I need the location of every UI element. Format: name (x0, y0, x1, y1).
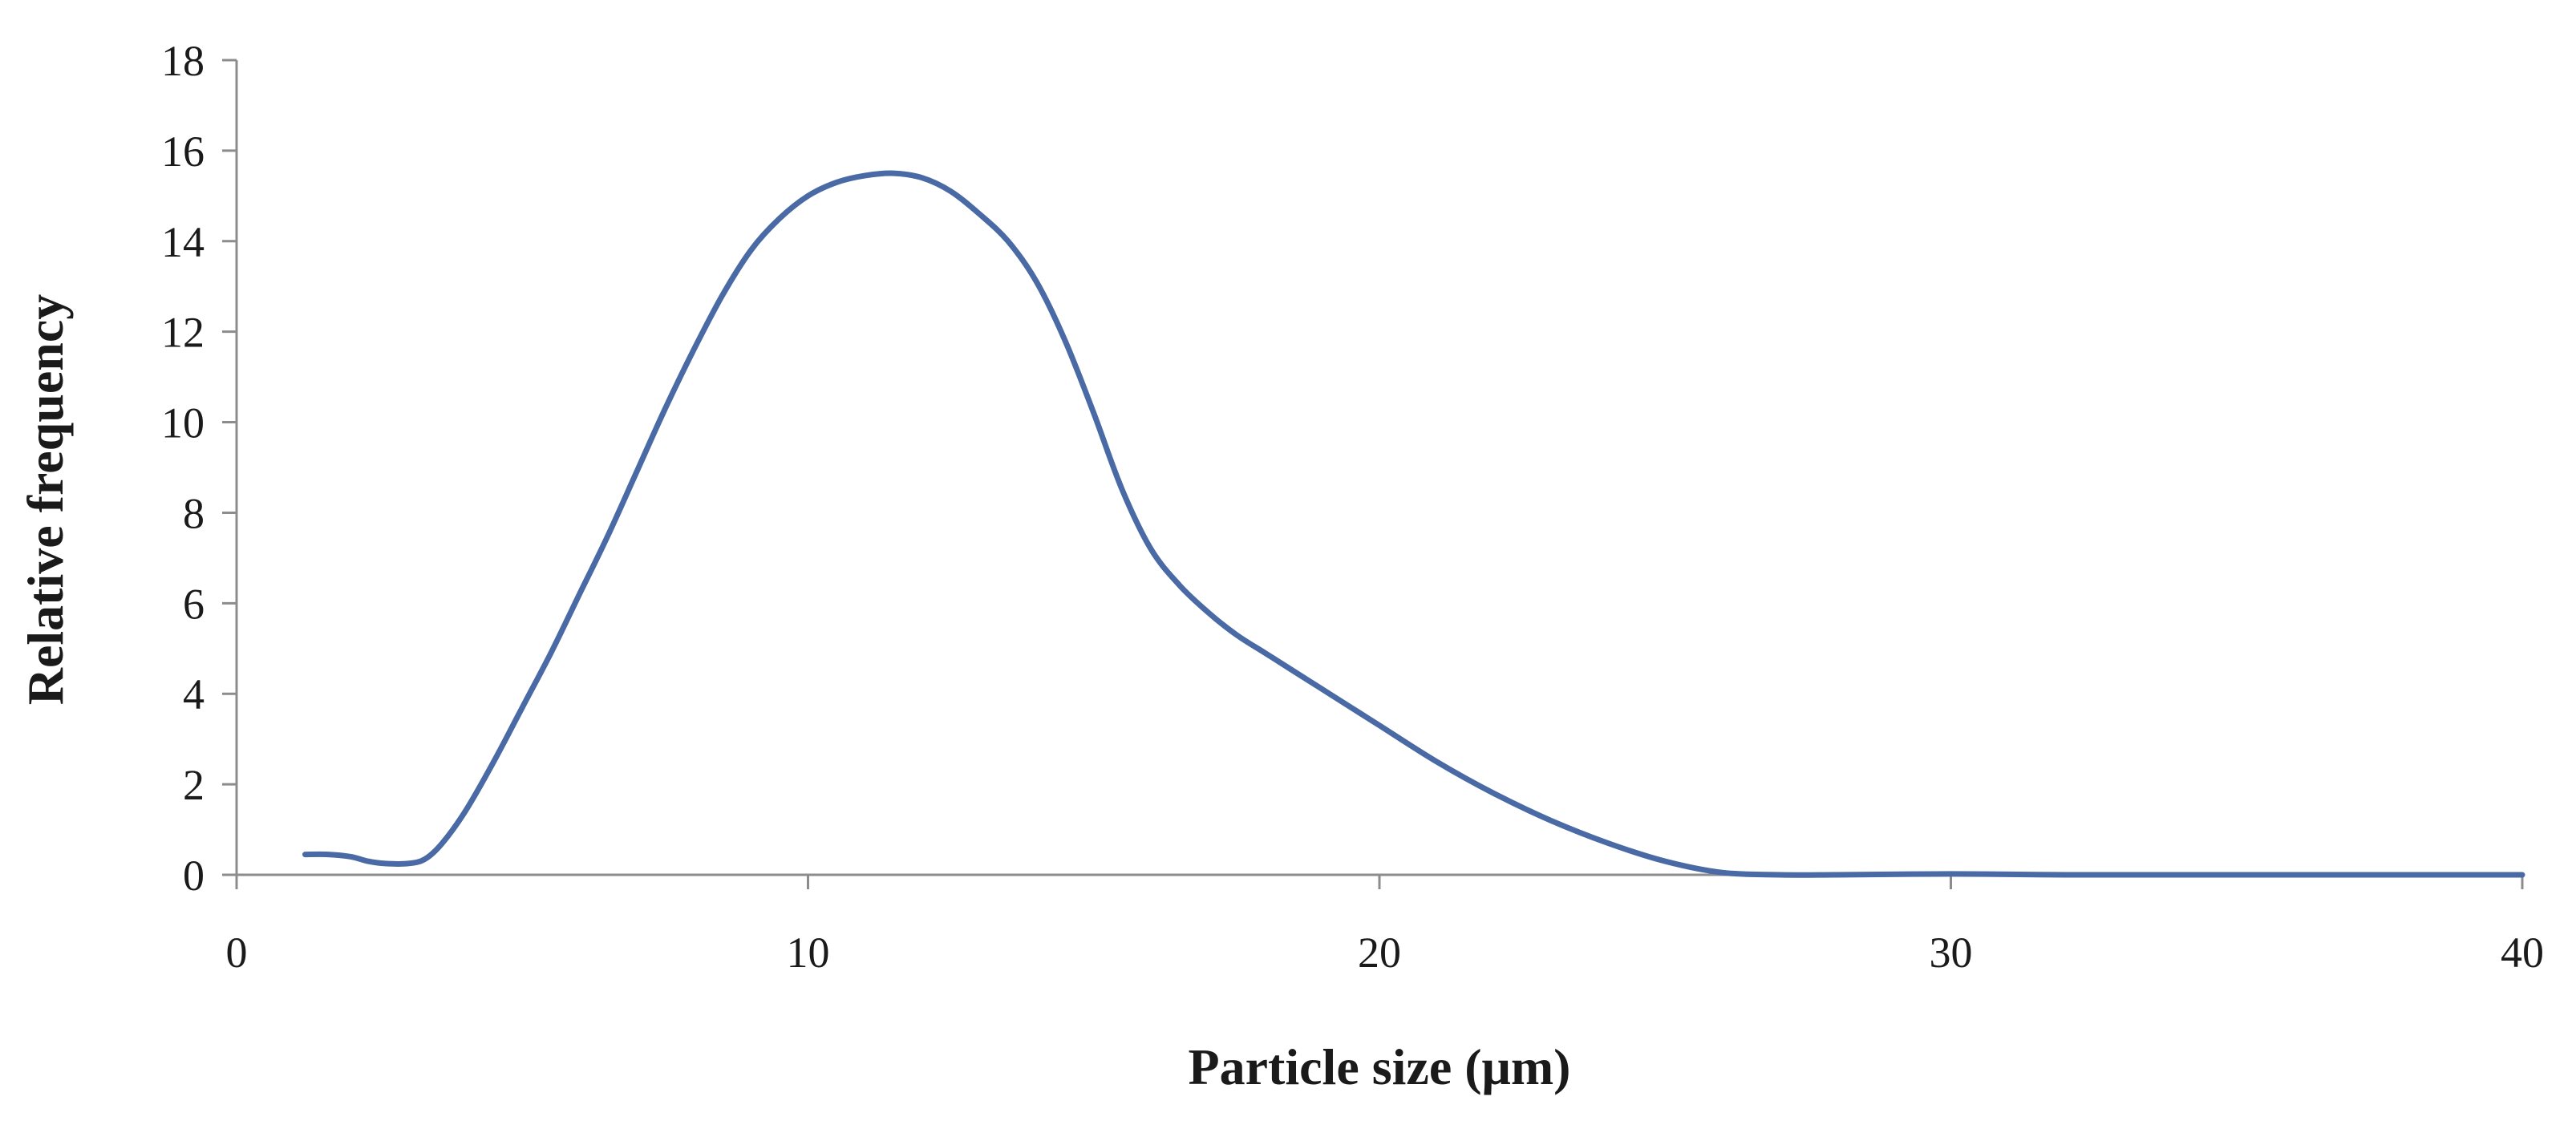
x-axis-ticks: 0 10 20 30 40 (226, 875, 2544, 977)
y-tick-label: 18 (161, 37, 205, 85)
y-tick-label: 16 (161, 127, 205, 176)
y-tick-label: 8 (183, 489, 205, 537)
y-tick-label: 12 (161, 309, 205, 357)
series-line-0 (302, 170, 2525, 878)
y-axis-ticks: 0 2 4 6 8 10 12 14 16 18 (161, 37, 237, 900)
x-tick-label: 20 (1358, 929, 1401, 977)
y-tick-label: 14 (161, 218, 205, 266)
y-tick-label: 10 (161, 399, 205, 447)
y-tick-label: 2 (183, 761, 205, 809)
x-tick-label: 40 (2501, 929, 2544, 977)
x-axis-title: Particle size (μm) (1189, 1038, 1571, 1095)
x-tick-label: 10 (787, 929, 830, 977)
series-layer (302, 170, 2525, 878)
y-tick-label: 6 (183, 580, 205, 628)
y-axis-title: Relative frequency (17, 294, 74, 705)
y-tick-label: 0 (183, 852, 205, 900)
y-tick-label: 4 (183, 670, 205, 718)
x-tick-label: 0 (226, 929, 248, 977)
x-tick-label: 30 (1930, 929, 1973, 977)
